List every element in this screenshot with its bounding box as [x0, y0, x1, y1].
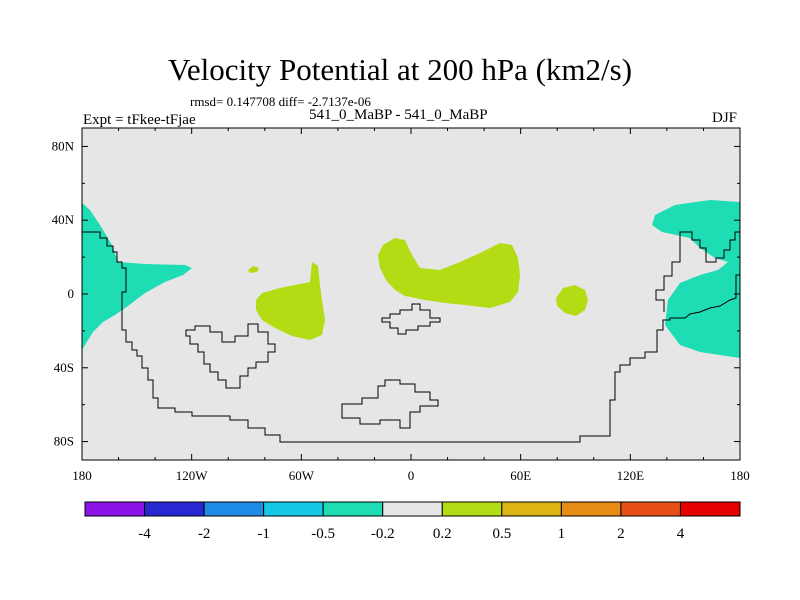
colorbar-swatch: [203, 501, 265, 517]
colorbar-label: 1: [558, 526, 566, 542]
colorbar-label: -0.5: [311, 526, 335, 542]
colorbar-swatch: [679, 501, 741, 517]
x-tick-label: 60E: [510, 468, 531, 483]
experiment-label: Expt = tFkee-tFjae: [83, 112, 196, 128]
positive-anomaly-indian-ocean-region: [556, 285, 588, 316]
coastline-americas: [82, 231, 740, 443]
positive-anomaly-atlantic-region: [378, 238, 520, 308]
positive-anomaly-small-region: [248, 266, 259, 273]
colorbar-label: -2: [198, 526, 211, 542]
coastline-south-america-interior: [185, 323, 276, 389]
colorbar-swatch: [441, 501, 503, 517]
colorbar-label: 0.5: [492, 526, 511, 542]
colorbar-label: 2: [617, 526, 625, 542]
positive-anomaly-south-america-region: [256, 262, 325, 340]
case-label: 541_0_MaBP - 541_0_MaBP: [309, 107, 488, 123]
colorbar-swatch: [620, 501, 681, 517]
colorbar-label: 0.2: [433, 526, 452, 542]
negative-anomaly-west-region: [82, 203, 192, 350]
colorbar-label: -4: [138, 526, 151, 542]
plot-title: Velocity Potential at 200 hPa (km2/s): [167, 52, 633, 87]
colorbar-swatch: [84, 501, 146, 517]
colorbar-swatch: [263, 501, 324, 517]
coastline-asia: [655, 231, 740, 312]
y-tick-label: 40S: [54, 360, 74, 375]
contour-fills: [82, 200, 740, 358]
x-axis: 180 120W 60W 0 60E 120E 180: [72, 128, 750, 483]
y-tick-label: 80S: [54, 434, 74, 449]
x-tick-label: 60W: [289, 468, 315, 483]
colorbar-swatch: [560, 501, 622, 517]
x-tick-label: 180: [730, 468, 750, 483]
colorbar-label: -1: [257, 526, 270, 542]
coastline-antarctic-islands: [341, 379, 439, 429]
colorbar-swatch: [144, 501, 205, 517]
colorbar: -4 -2 -1 -0.5 -0.2 0.2 0.5 1 2 4: [84, 501, 741, 542]
y-tick-label: 40N: [52, 212, 75, 227]
x-tick-label: 0: [408, 468, 415, 483]
x-tick-label: 120W: [176, 468, 209, 483]
colorbar-swatch: [382, 501, 443, 517]
stats-label: rmsd= 0.147708 diff= -2.7137e-06: [190, 94, 371, 109]
x-tick-label: 120E: [617, 468, 645, 483]
colorbar-swatch: [322, 501, 384, 517]
coastlines: [82, 231, 740, 443]
colorbar-label: 4: [677, 526, 685, 542]
colorbar-swatch: [501, 501, 562, 517]
season-label: DJF: [712, 110, 738, 126]
y-tick-label: 0: [68, 286, 75, 301]
colorbar-label: -0.2: [371, 526, 395, 542]
y-axis: 80N 40N 0 40S 80S: [52, 138, 740, 449]
y-tick-label: 80N: [52, 138, 75, 153]
coastline-africa: [381, 303, 441, 335]
x-tick-label: 180: [72, 468, 92, 483]
